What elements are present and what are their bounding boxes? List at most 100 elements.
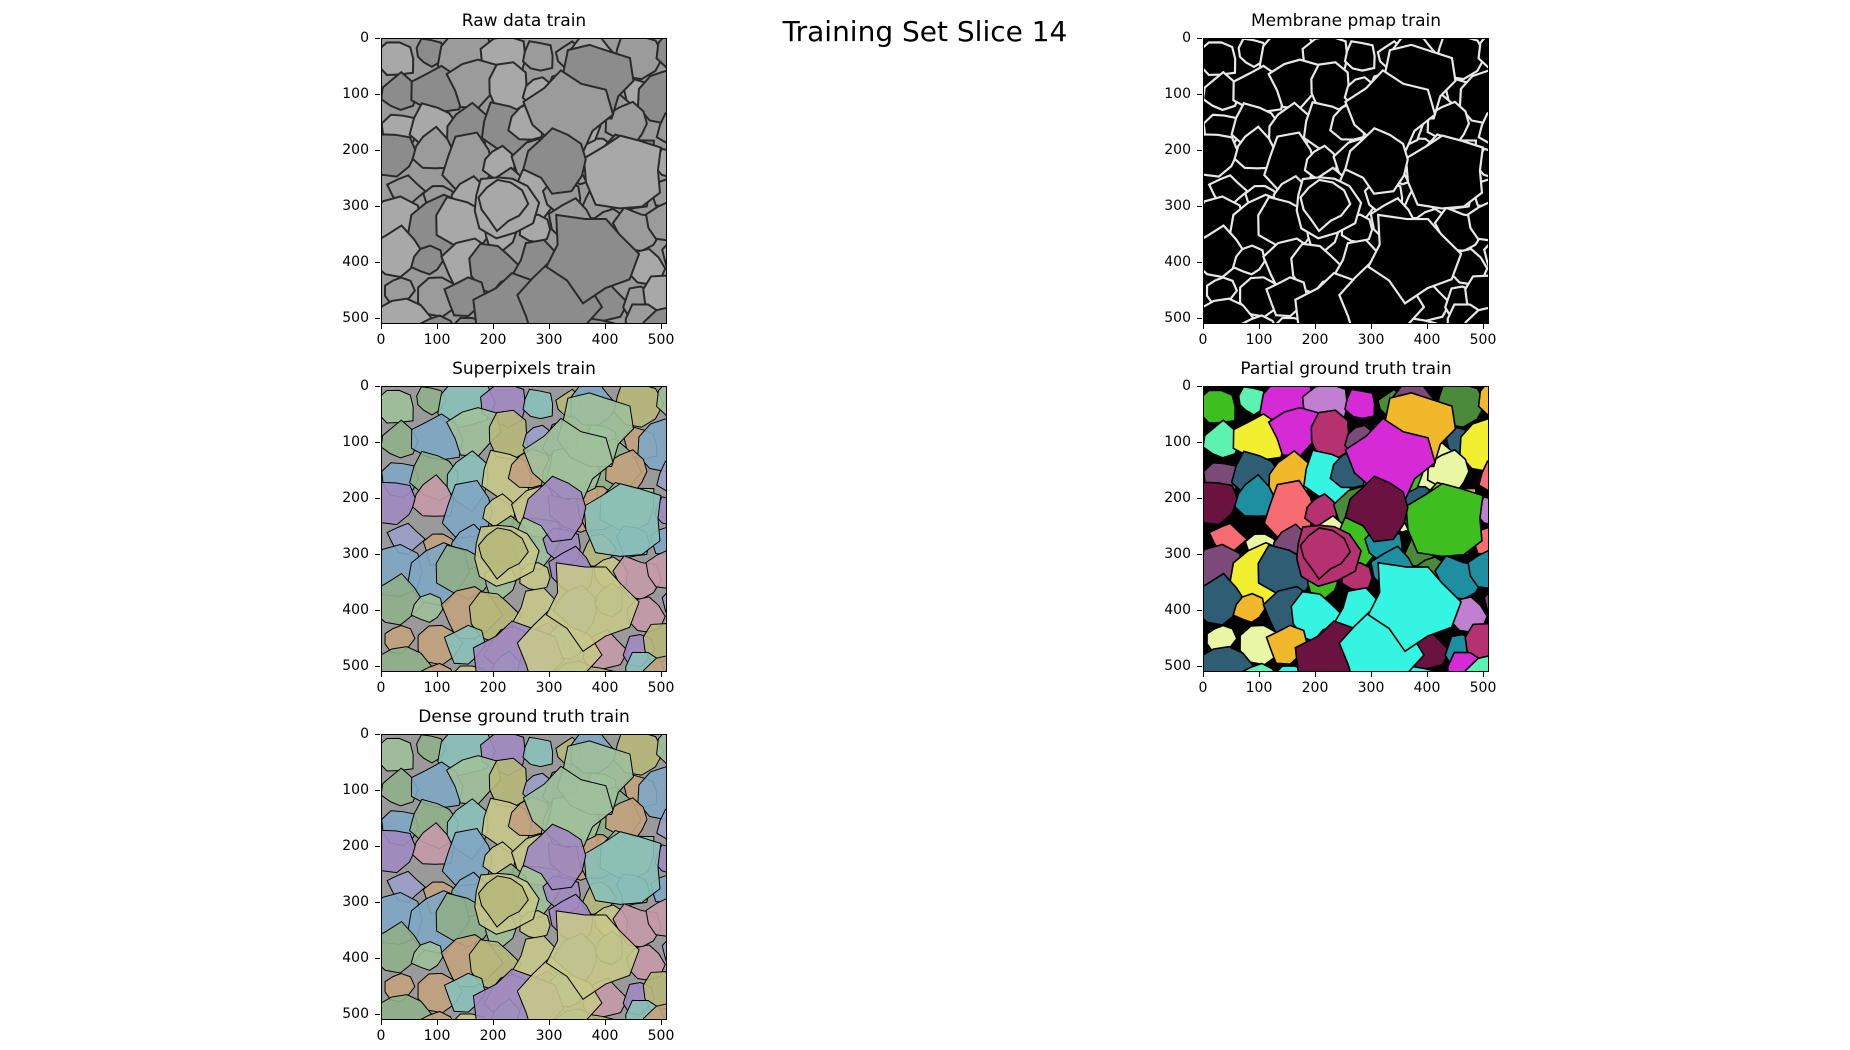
- y-tick-label: 300: [1164, 546, 1191, 562]
- segment-region: [1267, 406, 1324, 458]
- x-tick-mark: [605, 1020, 606, 1025]
- x-tick-label: 400: [591, 1028, 619, 1044]
- segment-region: [585, 665, 615, 671]
- y-tick-label: 200: [342, 142, 369, 158]
- segment-region: [1204, 133, 1240, 178]
- y-tick-label: 200: [1164, 142, 1191, 158]
- segment-region: [522, 765, 614, 848]
- segment-region: [420, 662, 453, 671]
- segment-region: [645, 550, 666, 589]
- x-tick-label: 200: [1301, 680, 1329, 696]
- x-tick-label: 400: [591, 680, 619, 696]
- y-tick-mark: [1197, 94, 1202, 95]
- y-tick-mark: [375, 386, 380, 387]
- y-tick-mark: [375, 958, 380, 959]
- y-tick-label: 500: [1164, 658, 1191, 674]
- y-tick-label: 100: [342, 86, 369, 102]
- segment-region: [1204, 389, 1236, 424]
- segment-region: [382, 994, 435, 1019]
- y-tick-mark: [1197, 554, 1202, 555]
- x-tick-label: 500: [647, 332, 675, 348]
- y-tick-mark: [375, 666, 380, 667]
- panel-title: Membrane pmap train: [1250, 11, 1442, 31]
- x-tick-label: 100: [423, 680, 451, 696]
- segment-region: [545, 562, 640, 653]
- segment-region: [1204, 645, 1257, 671]
- y-tick-label: 300: [342, 894, 369, 910]
- segment-region: [1404, 134, 1485, 210]
- y-tick-mark: [375, 1014, 380, 1015]
- x-tick-label: 200: [479, 1028, 507, 1044]
- panel-partial-ground-truth: Partial ground truth train 0 0 100 100 200 20…: [1164, 359, 1496, 696]
- segment-region: [409, 244, 444, 276]
- y-tick-mark: [1197, 498, 1202, 499]
- segment-region: [1204, 41, 1237, 77]
- segment-region: [1241, 314, 1275, 323]
- segment-region: [1366, 213, 1463, 305]
- y-tick-mark: [1197, 610, 1202, 611]
- segment-region: [1407, 665, 1438, 671]
- y-tick-label: 500: [342, 310, 369, 326]
- segment-region: [382, 297, 435, 323]
- segment-region: [1242, 662, 1275, 671]
- x-tick-mark: [1259, 672, 1260, 677]
- segment-region: [411, 125, 455, 170]
- x-tick-mark: [493, 1020, 494, 1025]
- segment-region: [1367, 561, 1463, 653]
- x-tick-mark: [1427, 672, 1428, 677]
- y-tick-label: 200: [342, 838, 369, 854]
- y-tick-label: 400: [1164, 254, 1191, 270]
- segment-region: [1267, 58, 1325, 110]
- x-tick-mark: [1203, 324, 1204, 329]
- y-tick-label: 0: [360, 378, 369, 394]
- segment-region: [655, 39, 666, 69]
- x-tick-mark: [437, 672, 438, 677]
- segment-region: [661, 244, 666, 268]
- x-tick-mark: [381, 324, 382, 329]
- segment-region: [1483, 592, 1488, 615]
- segment-region: [1204, 297, 1257, 323]
- y-tick-mark: [375, 554, 380, 555]
- segment-region: [522, 127, 587, 195]
- x-tick-mark: [1483, 324, 1484, 329]
- segment-region: [1233, 473, 1277, 518]
- y-tick-mark: [375, 318, 380, 319]
- x-tick-mark: [605, 324, 606, 329]
- x-tick-label: 0: [1198, 332, 1208, 348]
- panel-dense-ground-truth: Dense ground truth train 0 0 100 100 200 200 3…: [342, 707, 674, 1044]
- segment-region: [661, 940, 666, 962]
- segment-region: [382, 419, 419, 459]
- image-canvas: [382, 387, 666, 671]
- segment-region: [522, 823, 587, 891]
- x-tick-mark: [1259, 324, 1260, 329]
- panel-title: Raw data train: [461, 11, 587, 31]
- x-tick-label: 200: [1301, 332, 1329, 348]
- y-tick-label: 0: [360, 30, 369, 46]
- x-tick-mark: [1203, 672, 1204, 677]
- x-tick-label: 500: [647, 680, 675, 696]
- y-tick-mark: [375, 846, 380, 847]
- y-tick-mark: [375, 262, 380, 263]
- segment-region: [1299, 527, 1352, 581]
- segment-region: [1464, 306, 1488, 323]
- segment-region: [1477, 112, 1488, 144]
- segment-region: [1467, 550, 1488, 589]
- segment-region: [1344, 126, 1409, 195]
- y-tick-label: 0: [1182, 30, 1191, 46]
- image-canvas: [1204, 387, 1488, 671]
- segment-region: [636, 69, 666, 125]
- panel-superpixels: Superpixels train 0 0 100 100 200 200 300 300 40…: [342, 359, 674, 696]
- panel-membrane-pmap: Membrane pmap train 0 0 100 100 200 200 300 300…: [1164, 11, 1496, 348]
- x-tick-label: 100: [423, 332, 451, 348]
- x-tick-label: 500: [1469, 680, 1497, 696]
- segment-region: [656, 460, 666, 492]
- y-tick-label: 0: [1182, 378, 1191, 394]
- segment-region: [661, 592, 666, 614]
- x-tick-mark: [1315, 324, 1316, 329]
- y-tick-mark: [1197, 150, 1202, 151]
- x-tick-label: 200: [479, 680, 507, 696]
- segment-region: [1233, 125, 1277, 170]
- segment-region: [382, 481, 417, 526]
- segment-region: [522, 69, 615, 152]
- x-tick-label: 100: [423, 1028, 451, 1044]
